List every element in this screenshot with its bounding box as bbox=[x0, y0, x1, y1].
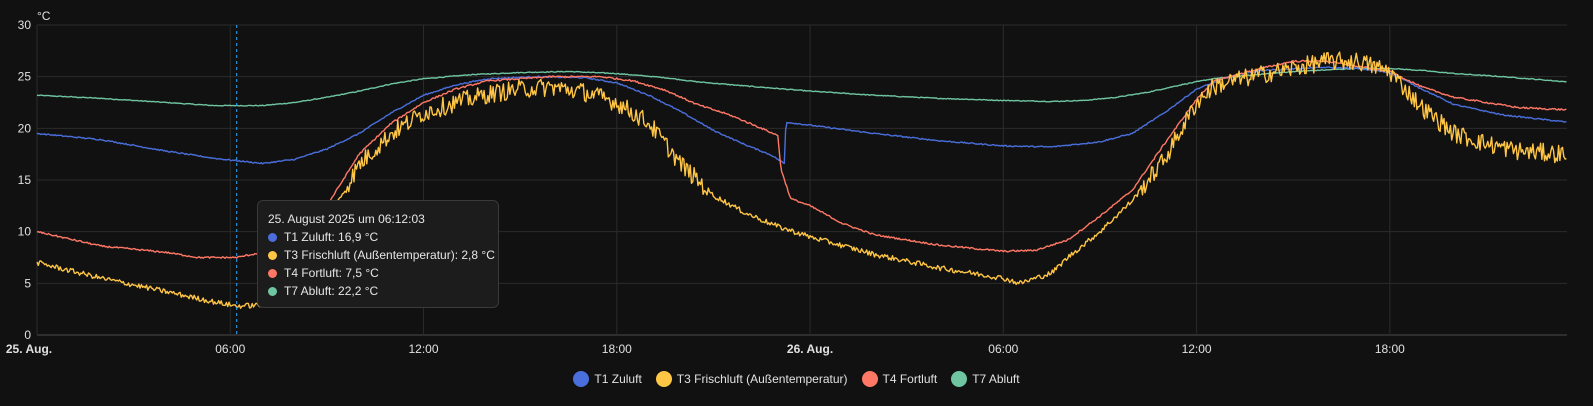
tooltip-label-t4: T4 Fortluft: 7,5 °C bbox=[284, 266, 379, 280]
x-axis: 25. Aug. 06:00 12:00 18:00 26. Aug. 06:00 12:0… bbox=[6, 342, 1405, 356]
y-axis: 0 5 10 15 20 25 30 °C bbox=[18, 9, 51, 342]
tooltip-row-t1: T1 Zuluft: 16,9 °C bbox=[268, 228, 488, 246]
y-tick-label: 20 bbox=[18, 121, 32, 135]
chart-tooltip: 25. August 2025 um 06:12:03 T1 Zuluft: 1… bbox=[257, 200, 499, 308]
y-tick-label: 0 bbox=[24, 328, 31, 342]
legend-swatch-t1 bbox=[573, 371, 590, 387]
tooltip-dot-t7 bbox=[268, 286, 277, 296]
legend-swatch-t4 bbox=[861, 371, 878, 387]
tooltip-dot-t4 bbox=[268, 268, 277, 278]
x-tick-label: 18:00 bbox=[1375, 342, 1405, 356]
tooltip-row-t7: T7 Abluft: 22,2 °C bbox=[268, 282, 488, 300]
legend-swatch-t7 bbox=[951, 371, 968, 387]
tooltip-row-t4: T4 Fortluft: 7,5 °C bbox=[268, 264, 488, 282]
legend-item-t1[interactable]: T1 Zuluft bbox=[573, 371, 642, 387]
y-tick-label: 5 bbox=[24, 276, 31, 290]
legend-label-t1: T1 Zuluft bbox=[594, 372, 642, 386]
y-axis-unit: °C bbox=[37, 9, 51, 23]
tooltip-row-t3: T3 Frischluft (Außentemperatur): 2,8 °C bbox=[268, 246, 495, 264]
y-tick-label: 10 bbox=[18, 225, 32, 239]
tooltip-label-t3: T3 Frischluft (Außentemperatur): 2,8 °C bbox=[284, 248, 495, 262]
tooltip-label-t7: T7 Abluft: 22,2 °C bbox=[284, 284, 379, 298]
y-tick-label: 30 bbox=[18, 18, 32, 32]
legend-label-t4: T4 Fortluft bbox=[882, 372, 938, 386]
y-tick-label: 25 bbox=[18, 70, 32, 84]
x-tick-label: 12:00 bbox=[1182, 342, 1212, 356]
chart-legend: T1 Zuluft T3 Frischluft (Außentemperatur… bbox=[0, 368, 1593, 390]
series-line-1 bbox=[36, 66, 1567, 165]
tooltip-time: 25. August 2025 um 06:12:03 bbox=[268, 212, 425, 226]
legend-label-t7: T7 Abluft bbox=[972, 372, 1020, 386]
legend-item-t4[interactable]: T4 Fortluft bbox=[861, 371, 938, 387]
x-tick-label: 18:00 bbox=[602, 342, 632, 356]
tooltip-dot-t3 bbox=[268, 250, 277, 260]
legend-label-t3: T3 Frischluft (Außentemperatur) bbox=[676, 372, 848, 386]
tooltip-dot-t1 bbox=[268, 232, 277, 242]
legend-swatch-t3 bbox=[655, 371, 672, 387]
series-line-4 bbox=[36, 67, 1567, 107]
x-tick-label: 25. Aug. bbox=[6, 342, 52, 356]
tooltip-label-t1: T1 Zuluft: 16,9 °C bbox=[284, 230, 379, 244]
x-tick-label: 26. Aug. bbox=[787, 342, 833, 356]
x-tick-label: 06:00 bbox=[988, 342, 1018, 356]
y-tick-label: 15 bbox=[18, 173, 32, 187]
x-tick-label: 06:00 bbox=[215, 342, 245, 356]
legend-item-t3[interactable]: T3 Frischluft (Außentemperatur) bbox=[655, 371, 848, 387]
x-tick-label: 12:00 bbox=[409, 342, 439, 356]
legend-item-t7[interactable]: T7 Abluft bbox=[951, 371, 1020, 387]
